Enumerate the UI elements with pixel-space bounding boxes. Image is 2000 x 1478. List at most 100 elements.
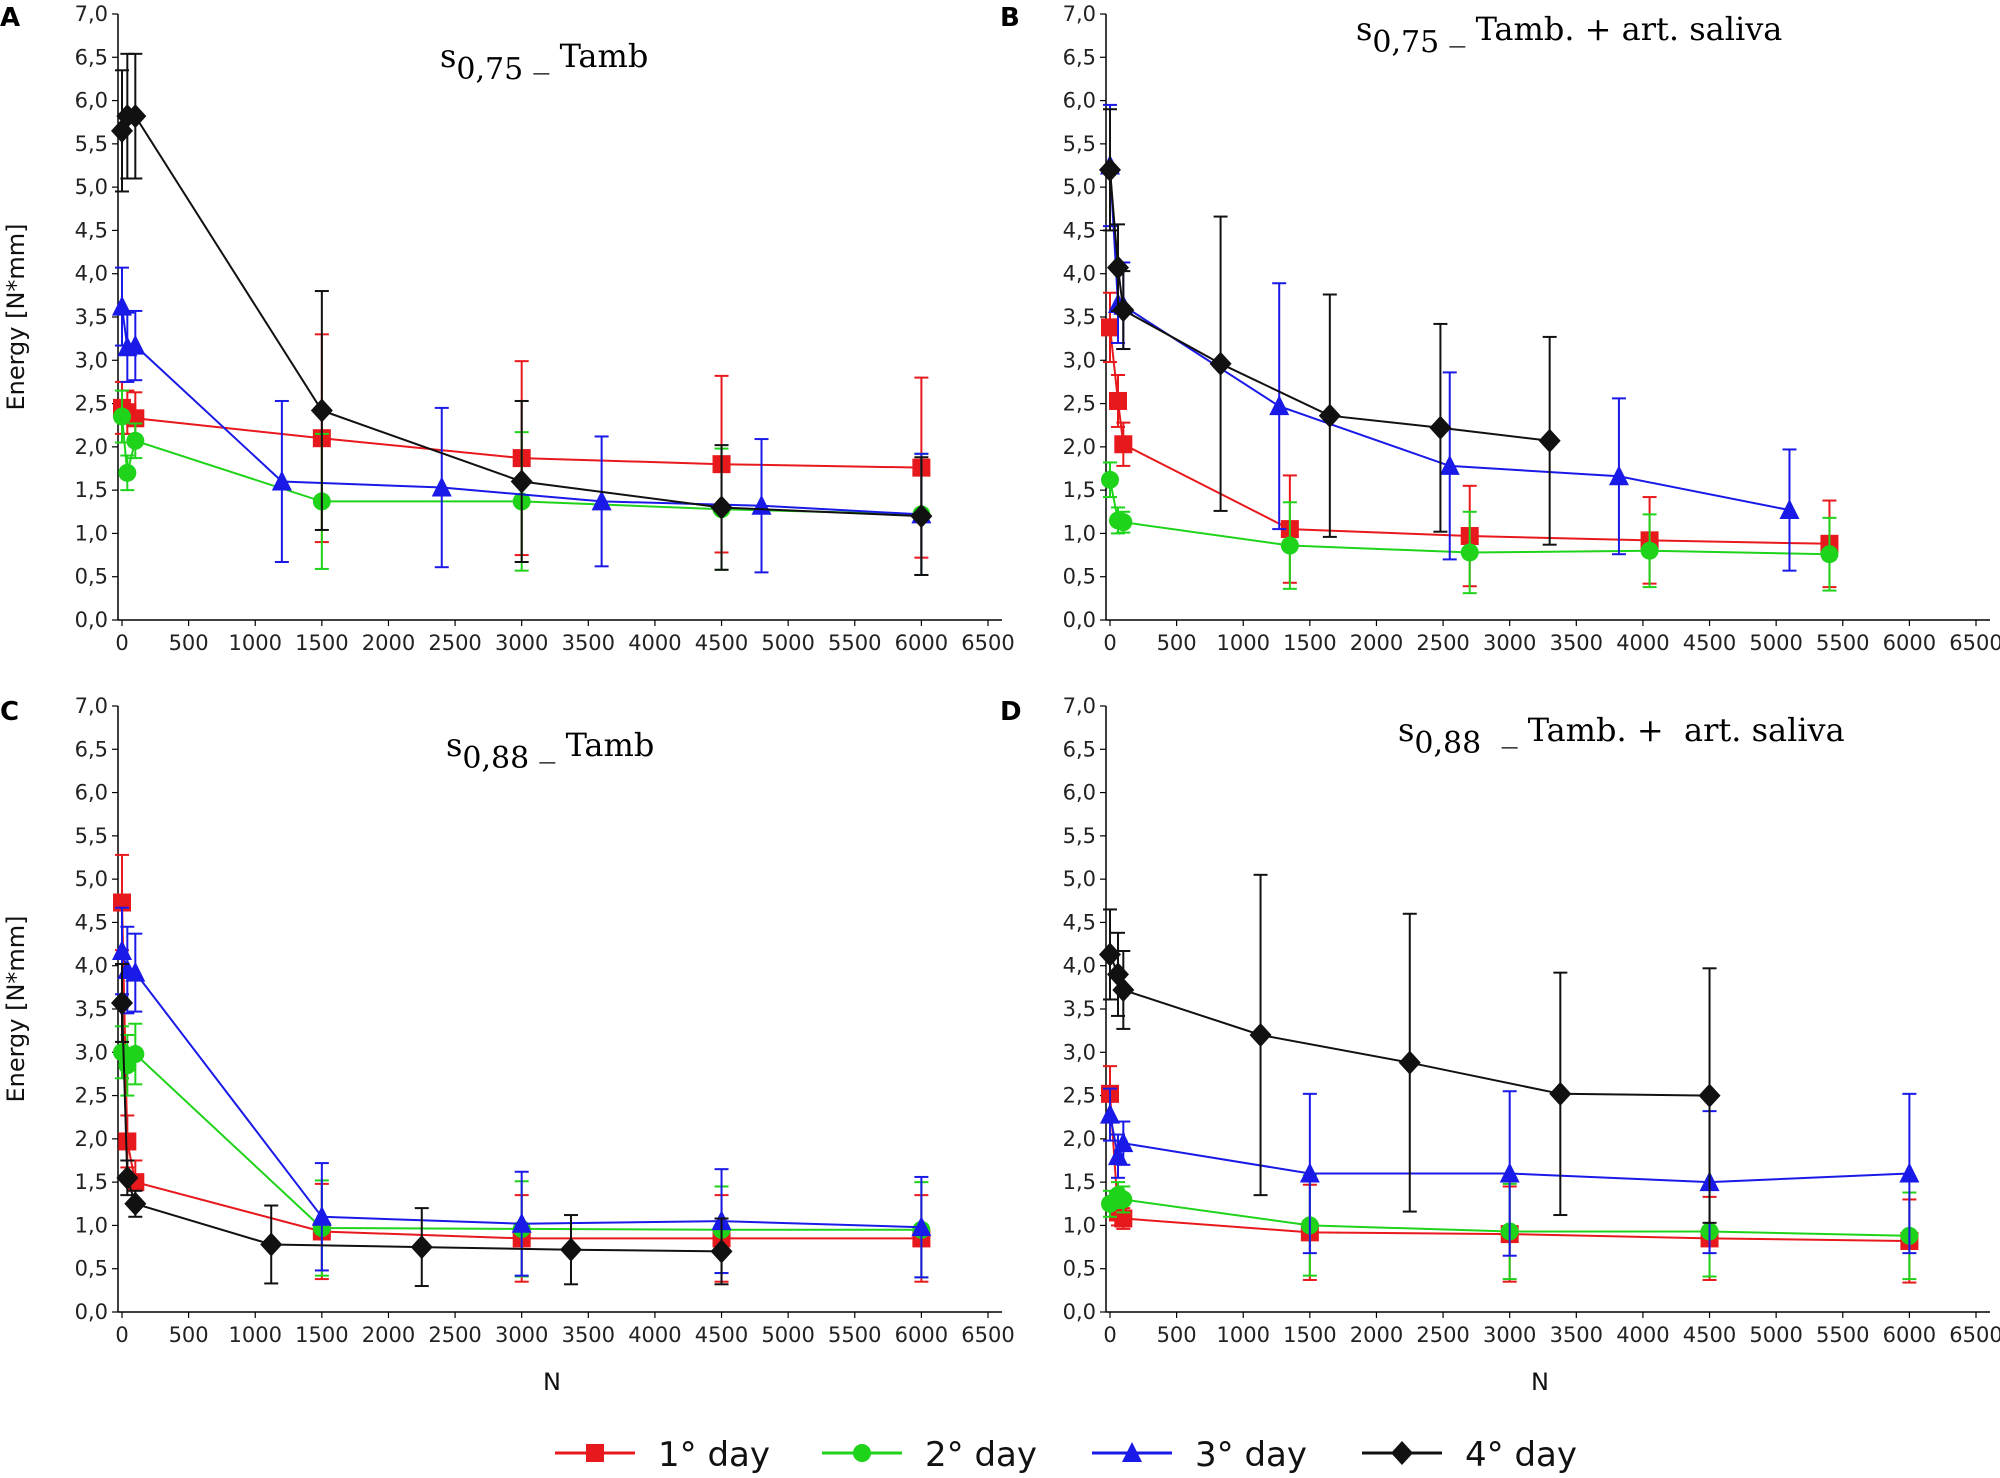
panel-letter: D [1000, 697, 1022, 727]
x-tick-label: 5000 [1749, 1323, 1802, 1347]
y-tick-label: 2,0 [75, 1127, 108, 1151]
series-triangle [1100, 1087, 1920, 1257]
data-point [1101, 470, 1119, 489]
y-tick-label: 2,5 [75, 1084, 108, 1108]
data-point [1549, 1081, 1572, 1106]
y-axis-label: Energy [N*mm] [2, 915, 30, 1102]
y-tick-label: 4,0 [1063, 262, 1096, 286]
data-point [1538, 428, 1561, 453]
x-tick-label: 3000 [495, 631, 548, 655]
data-point [1112, 977, 1135, 1002]
data-point [124, 1191, 147, 1216]
data-point [910, 504, 933, 529]
y-tick-label: 0,0 [75, 1300, 108, 1324]
y-tick-label: 0,0 [1063, 1300, 1096, 1324]
y-tick-label: 3,0 [75, 1040, 108, 1064]
x-tick-label: 3500 [1550, 631, 1603, 655]
x-tick-label: 2500 [1416, 1323, 1469, 1347]
data-point [1269, 395, 1290, 416]
x-tick-label: 6500 [961, 631, 1014, 655]
y-tick-label: 2,5 [1063, 392, 1096, 416]
y-tick-label: 3,0 [1063, 1040, 1096, 1064]
data-point [1209, 351, 1232, 376]
y-tick-label: 7,0 [75, 694, 108, 718]
y-axis-label: Energy [N*mm] [2, 223, 30, 410]
data-point [116, 1165, 139, 1190]
y-tick-label: 6,0 [1063, 89, 1096, 113]
x-tick-label: 5000 [761, 1323, 814, 1347]
x-tick-label: 500 [169, 1323, 209, 1347]
x-tick-label: 4000 [1616, 1323, 1669, 1347]
y-tick-label: 6,5 [75, 45, 108, 69]
data-point [1106, 255, 1129, 280]
data-point [310, 398, 333, 423]
data-point [126, 431, 145, 450]
data-point [1101, 318, 1119, 337]
legend-marker [1391, 1441, 1413, 1465]
y-tick-label: 6,0 [75, 781, 108, 805]
x-tick-label: 6500 [1949, 631, 2000, 655]
y-tick-label: 5,0 [1063, 175, 1096, 199]
data-point [124, 104, 147, 129]
x-tick-label: 4000 [628, 1323, 681, 1347]
data-point [431, 476, 452, 497]
legend-item: 3° day [1092, 1435, 1307, 1475]
y-tick-label: 1,5 [1063, 1170, 1096, 1194]
series-triangle [112, 906, 932, 1279]
x-tick-label: 0 [115, 631, 128, 655]
x-tick-label: 2500 [428, 631, 481, 655]
data-point [1107, 1145, 1128, 1166]
panel-title: s0,75 _ Tamb. + art. saliva [1356, 10, 1782, 60]
data-point [1280, 536, 1299, 555]
y-tick-label: 0,5 [1063, 565, 1096, 589]
x-tick-label: 1000 [229, 1323, 282, 1347]
x-tick-label: 0 [1103, 1323, 1116, 1347]
y-tick-label: 3,0 [1063, 348, 1096, 372]
y-tick-label: 5,0 [1063, 867, 1096, 891]
y-tick-label: 3,5 [1063, 997, 1096, 1021]
y-tick-label: 2,5 [1063, 1084, 1096, 1108]
series-diamond [111, 962, 733, 1288]
data-point [1299, 1162, 1320, 1183]
data-point [710, 495, 733, 520]
data-point [125, 334, 146, 355]
x-tick-label: 5000 [1749, 631, 1802, 655]
y-tick-label: 1,0 [75, 521, 108, 545]
data-point [410, 1235, 433, 1260]
x-tick-label: 3500 [1550, 1323, 1603, 1347]
x-tick-label: 2500 [1416, 631, 1469, 655]
data-point [112, 939, 132, 960]
y-tick-label: 6,0 [75, 89, 108, 113]
data-point [1429, 415, 1452, 440]
data-point [1779, 499, 1800, 520]
data-point [1318, 403, 1341, 428]
x-tick-label: 2000 [1350, 631, 1403, 655]
series-circle [1101, 461, 1839, 595]
data-point [126, 1045, 145, 1064]
x-tick-label: 6000 [1883, 631, 1936, 655]
panel-title: s0,75 _ Tamb [440, 37, 648, 87]
x-tick-label: 6000 [895, 1323, 948, 1347]
x-tick-label: 5500 [1816, 631, 1869, 655]
data-point [591, 490, 612, 511]
data-point [1114, 1209, 1133, 1228]
x-tick-label: 5000 [761, 631, 814, 655]
x-tick-label: 1000 [1217, 1323, 1270, 1347]
series-diamond [111, 52, 933, 576]
y-tick-label: 1,5 [1063, 478, 1096, 502]
x-tick-label: 1500 [1283, 1323, 1336, 1347]
series-triangle [1100, 103, 1800, 572]
y-tick-label: 5,5 [75, 824, 108, 848]
y-tick-label: 7,0 [1063, 694, 1096, 718]
y-tick-label: 3,5 [75, 305, 108, 329]
data-point [118, 1132, 137, 1151]
x-tick-label: 4500 [1683, 1323, 1736, 1347]
legend-label: 1° day [658, 1435, 770, 1475]
x-axis-label: N [1531, 1368, 1549, 1396]
data-point [710, 1239, 733, 1264]
panel-letter: A [0, 3, 20, 33]
x-tick-label: 5500 [1816, 1323, 1869, 1347]
legend-item: 1° day [555, 1435, 770, 1475]
data-point [125, 961, 146, 982]
y-tick-label: 2,0 [1063, 1127, 1096, 1151]
